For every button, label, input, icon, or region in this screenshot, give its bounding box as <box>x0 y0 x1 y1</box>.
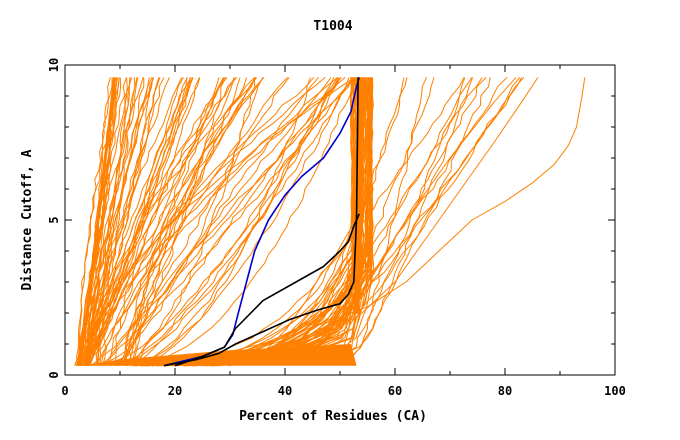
background-curve <box>214 77 372 367</box>
x-axis-label: Percent of Residues (CA) <box>239 409 427 424</box>
background-curve <box>151 77 435 367</box>
x-tick-label: 100 <box>604 384 626 398</box>
background-curve <box>211 77 508 367</box>
background-curve <box>213 77 354 367</box>
y-tick-label: 5 <box>47 216 61 223</box>
background-curve <box>97 77 237 366</box>
series-line-black <box>174 213 361 367</box>
background-curve <box>100 77 228 366</box>
background-curve <box>124 77 256 366</box>
background-curve <box>104 77 359 366</box>
background-curve <box>183 77 374 367</box>
background-curve <box>185 77 474 367</box>
background-curve <box>160 77 491 367</box>
background-curve <box>134 77 350 367</box>
x-tick-label: 20 <box>168 384 182 398</box>
background-curve <box>187 77 521 367</box>
background-curve <box>95 77 326 366</box>
background-curve <box>83 77 314 366</box>
background-curve <box>140 77 370 367</box>
background-curve <box>130 77 340 367</box>
background-curve <box>78 77 113 366</box>
series-line-orange <box>218 77 517 367</box>
x-axis-ticks: 0 20 40 60 80 100 <box>61 65 626 398</box>
y-axis-label: Distance Cutoff, A <box>20 149 35 290</box>
y-tick-label: 0 <box>47 371 61 378</box>
background-curve <box>143 77 356 367</box>
background-curve <box>125 77 358 367</box>
background-curve <box>186 77 428 367</box>
background-curve <box>77 77 139 366</box>
background-curve <box>132 77 256 366</box>
y-tick-label: 10 <box>47 58 61 72</box>
series-group <box>163 77 361 367</box>
background-curve <box>79 77 127 366</box>
background-curve <box>121 77 290 366</box>
x-tick-label: 80 <box>498 384 512 398</box>
y-axis-ticks: 0 5 10 <box>47 58 615 379</box>
background-curve <box>120 77 319 366</box>
background-curve <box>102 77 226 366</box>
background-curve <box>79 77 165 366</box>
background-curve <box>79 77 154 366</box>
background-curve <box>96 77 289 366</box>
chart-title: T1004 <box>313 19 352 34</box>
background-curve <box>115 77 225 366</box>
background-curve <box>151 77 465 367</box>
series-line-black <box>163 77 359 367</box>
x-tick-label: 60 <box>388 384 402 398</box>
background-curve <box>117 77 352 367</box>
background-curve <box>165 77 523 367</box>
series-line-orange <box>202 77 539 367</box>
background-curve <box>81 77 184 366</box>
background-curve <box>125 77 332 366</box>
background-curve <box>91 77 342 367</box>
background-band <box>353 77 365 314</box>
background-curve <box>192 77 483 367</box>
background-curve <box>103 77 342 367</box>
x-tick-label: 40 <box>278 384 292 398</box>
background-curve <box>119 77 241 366</box>
x-tick-label: 0 <box>61 384 68 398</box>
background-curves <box>74 76 586 367</box>
background-band <box>77 77 116 366</box>
background-curve <box>75 77 160 367</box>
background-curve <box>214 77 466 367</box>
background-curve <box>107 77 346 366</box>
series-line-orange <box>174 77 586 367</box>
